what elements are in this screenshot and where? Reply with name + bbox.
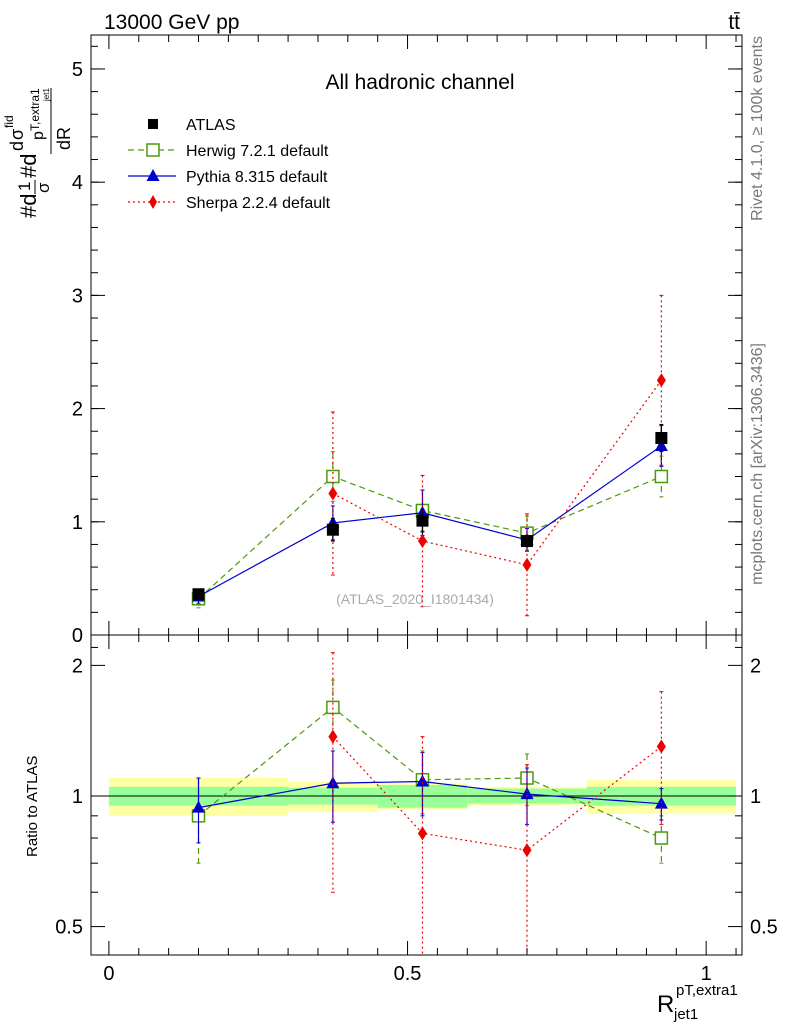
point-atlas — [192, 588, 205, 601]
main-panel: 0 1 2 3 4 5 All hadronic channel (ATLAS_2020_… — [72, 34, 743, 647]
xlabel-sub: jet1 — [673, 1006, 698, 1023]
ratio-series — [191, 652, 669, 955]
point-atlas — [520, 535, 533, 548]
legend-entry-herwig: Herwig 7.2.1 default — [128, 143, 329, 160]
point-atlas — [416, 514, 429, 527]
ylabel-part-g: fid — [2, 115, 16, 128]
xlabel-base: R — [657, 991, 674, 1018]
ratio-point-sherpa — [417, 826, 427, 841]
ylabel-part-f: σ — [7, 129, 27, 140]
y-tick-label: 5 — [72, 59, 83, 81]
legend-entry-atlas: ATLAS — [148, 117, 236, 134]
x-axis-label: R pT,extra1 jet1 — [657, 982, 738, 1023]
mcplots-label: mcplots.cern.ch [arXiv:1306.3436] — [749, 343, 766, 585]
ratio-point-sherpa — [328, 729, 338, 744]
ratio-point-pythia — [192, 800, 206, 813]
legend-label-atlas: ATLAS — [186, 117, 236, 134]
energy-label: 13000 GeV pp — [104, 11, 239, 34]
y-tick-label: 1 — [72, 512, 83, 534]
ratio-point-pythia — [326, 776, 340, 789]
series-line-herwig — [198, 475, 662, 600]
point-herwig — [654, 469, 669, 484]
legend-entry-pythia: Pythia 8.315 default — [128, 169, 328, 186]
process-label: tt̄ — [728, 11, 740, 34]
ylabel-part-c: σ — [34, 182, 53, 193]
legend-marker-atlas — [148, 119, 158, 129]
ratio-line-sherpa — [332, 736, 662, 851]
ylabel-part-b: 1 — [15, 182, 34, 191]
rivet-version-label: Rivet 4.1.0, ≥ 100k events — [749, 36, 766, 221]
xlabel-sup: pT,extra1 — [676, 982, 738, 999]
analysis-watermark: (ATLAS_2020_I1801434) — [336, 591, 494, 607]
legend-marker-sherpa — [149, 195, 157, 209]
legend-marker-pythia — [146, 169, 160, 181]
y-tick-label: 0 — [72, 625, 83, 647]
legend-marker-herwig — [146, 143, 160, 157]
ratio-point-pythia — [415, 774, 429, 787]
plot-title: All hadronic channel — [325, 71, 514, 94]
y-axis-label: #d 1 σ #d d σ fid p T,extra1 jet1 dR — [2, 88, 74, 218]
y-tick-label: 3 — [72, 285, 83, 307]
legend-label-pythia: Pythia 8.315 default — [186, 169, 328, 186]
ylabel-part-j: jet1 — [42, 88, 51, 102]
point-sherpa — [522, 557, 532, 572]
x-tick-label: 0.5 — [394, 963, 422, 985]
x-axis-ticks: 0 0.5 1 — [103, 35, 737, 985]
point-atlas — [655, 432, 668, 445]
main-series — [191, 294, 669, 617]
series-line-sherpa — [332, 379, 662, 566]
ylabel-part-k: dR — [54, 127, 74, 150]
y-tick-label: 2 — [72, 399, 83, 421]
legend-entry-sherpa: Sherpa 2.2.4 default — [128, 195, 331, 212]
ratio-point-sherpa — [656, 739, 666, 754]
main-y-ticks: 0 1 2 3 4 5 — [72, 45, 742, 647]
ratio-y-ticks: 0.5 0.5 1 1 2 2 — [55, 646, 778, 939]
ratio-y-tick-label-left: 0.5 — [55, 917, 83, 939]
point-sherpa — [417, 534, 427, 549]
legend-label-herwig: Herwig 7.2.1 default — [186, 143, 329, 160]
ratio-point-sherpa — [522, 843, 532, 858]
ratio-y-tick-label-right: 0.5 — [750, 917, 778, 939]
legend-label-sherpa: Sherpa 2.2.4 default — [186, 195, 331, 212]
ylabel-part-e: d — [7, 141, 27, 151]
ratio-panel: 0.5 0.51 12 2 0 0.5 1 Ratio to ATLAS — [24, 35, 778, 985]
legend: ATLAS Herwig 7.2.1 default Pythia 8.315 … — [128, 117, 331, 212]
point-atlas — [326, 523, 339, 536]
point-sherpa — [328, 486, 338, 501]
point-sherpa — [656, 373, 666, 388]
x-tick-label: 0 — [103, 963, 114, 985]
ratio-y-tick-label-right: 1 — [750, 786, 761, 808]
ratio-point-herwig — [654, 831, 669, 845]
ratio-y-label: Ratio to ATLAS — [24, 756, 41, 857]
ylabel-part-h: p — [30, 131, 47, 140]
ratio-y-tick-label-left: 1 — [72, 786, 83, 808]
y-tick-label: 4 — [72, 172, 83, 194]
ratio-line-herwig — [198, 706, 662, 839]
ratio-frame — [90, 634, 743, 956]
ratio-point-pythia — [520, 787, 534, 800]
ylabel-part-a: #d — [16, 194, 41, 218]
x-tick-label: 1 — [701, 963, 712, 985]
ratio-y-tick-label-right: 2 — [750, 655, 761, 677]
ylabel-part-d: #d — [16, 154, 41, 178]
ratio-y-tick-label-left: 2 — [72, 655, 83, 677]
ylabel-part-i: T,extra1 — [28, 88, 42, 131]
